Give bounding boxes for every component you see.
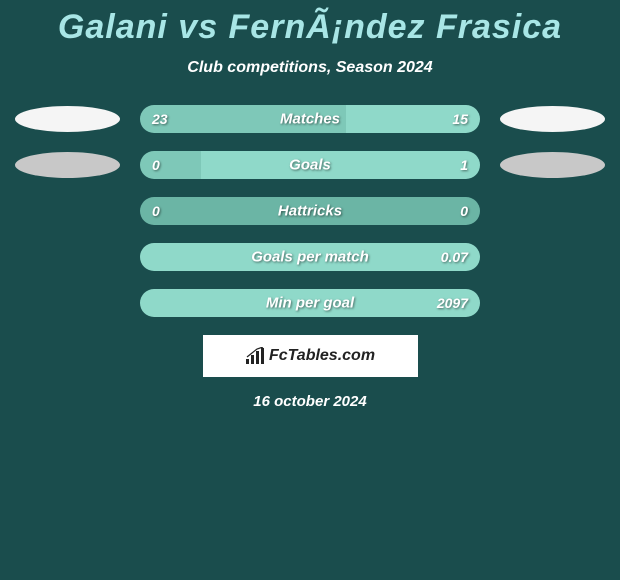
stat-bar: 2315Matches — [140, 105, 480, 133]
stat-bar: 01Goals — [140, 151, 480, 179]
stat-row: 2315Matches — [0, 105, 620, 133]
date-text: 16 october 2024 — [0, 393, 620, 410]
player-right-marker — [500, 106, 605, 132]
stat-label: Matches — [140, 111, 480, 128]
stat-bar: 2097Min per goal — [140, 289, 480, 317]
stat-bar: 00Hattricks — [140, 197, 480, 225]
stat-label: Goals per match — [140, 249, 480, 266]
stat-row: 00Hattricks — [0, 197, 620, 225]
player-right-marker — [500, 152, 605, 178]
comparison-widget: Galani vs FernÃ¡ndez Frasica Club compet… — [0, 0, 620, 410]
player-left-marker — [15, 106, 120, 132]
logo-box[interactable]: FcTables.com — [203, 335, 418, 377]
page-title: Galani vs FernÃ¡ndez Frasica — [0, 8, 620, 47]
stat-row: 2097Min per goal — [0, 289, 620, 317]
stat-label: Hattricks — [140, 203, 480, 220]
stat-row: 01Goals — [0, 151, 620, 179]
stat-row: 0.07Goals per match — [0, 243, 620, 271]
subtitle: Club competitions, Season 2024 — [0, 59, 620, 77]
stat-bar: 0.07Goals per match — [140, 243, 480, 271]
chart-icon — [245, 347, 265, 365]
stat-label: Min per goal — [140, 295, 480, 312]
logo-text: FcTables.com — [269, 347, 375, 365]
player-left-marker — [15, 152, 120, 178]
stats-rows: 2315Matches 01Goals 00Hattricks 0.07Goals p… — [0, 105, 620, 317]
stat-label: Goals — [140, 157, 480, 174]
